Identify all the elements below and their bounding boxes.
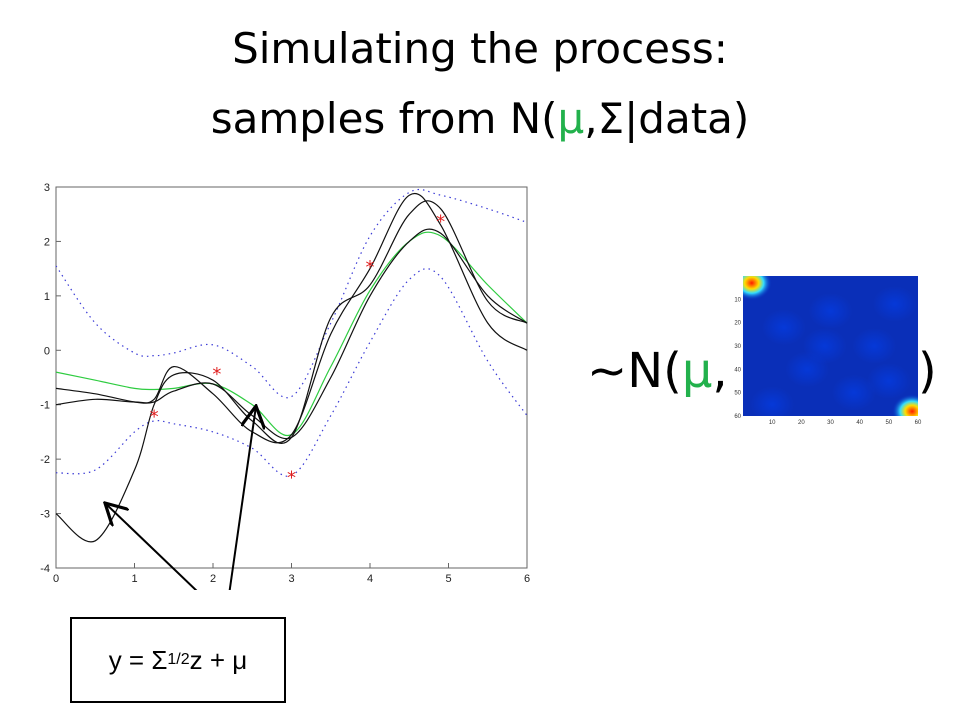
distribution-prefix: ~N(μ, xyxy=(587,343,728,399)
dist-mu: μ xyxy=(681,343,713,399)
heatmap-y-tick-label: 40 xyxy=(734,367,741,373)
title-mu: μ xyxy=(557,94,585,143)
y-tick-label: 0 xyxy=(44,345,50,357)
covariance-heatmap: 10 20 30 40 50 60 10 20 30 40 50 60 xyxy=(734,276,922,426)
x-tick-label: 5 xyxy=(445,573,451,585)
x-tick-label: 4 xyxy=(367,573,373,585)
slide-title-line1: Simulating the process: xyxy=(232,24,728,73)
annotation-arrow-1 xyxy=(105,503,198,590)
y-tick-label: 2 xyxy=(44,236,50,248)
heatmap-texture xyxy=(852,328,897,364)
dist-prefix-text: ~N( xyxy=(587,343,682,399)
dist-comma: , xyxy=(712,343,728,399)
observation-point: * xyxy=(366,257,375,278)
title-prefix: samples from N( xyxy=(210,94,558,143)
sample-curve xyxy=(55,200,528,543)
heatmap-texture xyxy=(866,363,911,399)
upper-band-curve xyxy=(55,188,528,399)
heatmap-hotspot xyxy=(743,276,772,300)
observation-point: * xyxy=(212,364,221,385)
y-tick-label: 1 xyxy=(44,291,50,303)
annotation-arrow-2 xyxy=(228,406,256,590)
equation-right: z + μ xyxy=(189,644,248,675)
plot-frame xyxy=(55,186,528,569)
observation-point: * xyxy=(287,468,296,489)
x-tick-label: 0 xyxy=(53,573,59,585)
observation-point: * xyxy=(436,212,445,233)
heatmap-x-tick-label: 40 xyxy=(856,420,863,426)
y-tick-label: -2 xyxy=(40,454,50,466)
title-suffix: ,Σ|data) xyxy=(584,94,750,143)
heatmap-y-tick-label: 50 xyxy=(734,391,741,397)
sample-curve xyxy=(55,192,528,444)
heatmap-texture xyxy=(750,386,795,416)
equation-left: y = Σ xyxy=(108,644,168,675)
x-tick-label: 6 xyxy=(524,573,530,585)
heatmap-hotspot xyxy=(892,394,918,416)
heatmap-y-tick-label: 20 xyxy=(734,321,741,327)
heatmap-x-tick-label: 20 xyxy=(798,420,805,426)
x-tick-label: 2 xyxy=(210,573,216,585)
heatmap-texture xyxy=(802,328,847,364)
equation-sup: 1/2 xyxy=(167,651,190,668)
heatmap-texture xyxy=(761,309,806,346)
x-tick-label: 1 xyxy=(131,573,137,585)
x-tick-label: 3 xyxy=(288,573,294,585)
heatmap-x-tick-label: 10 xyxy=(769,420,776,426)
mean-curve xyxy=(55,231,528,437)
y-tick-label: -3 xyxy=(40,509,50,521)
y-tick-label: 3 xyxy=(44,182,50,194)
gp-sample-plot: 0 1 2 3 4 5 6 -4 -3 -2 -1 0 1 2 3 * * * * * xyxy=(40,182,530,590)
slide-title-line2: samples from N(μ,Σ|data) xyxy=(0,94,960,143)
heatmap-texture xyxy=(808,293,853,329)
heatmap-y-tick-label: 60 xyxy=(734,414,741,420)
distribution-close: ) xyxy=(918,343,937,399)
y-tick-label: -1 xyxy=(40,400,50,412)
heatmap-x-tick-label: 30 xyxy=(827,420,834,426)
heatmap-x-tick-label: 50 xyxy=(885,420,892,426)
y-tick-label: -4 xyxy=(40,563,50,575)
sampling-equation: y = Σ 1/2 z + μ xyxy=(70,617,286,703)
heatmap-x-tick-label: 60 xyxy=(915,420,922,426)
observation-point: * xyxy=(150,407,159,428)
heatmap-y-tick-label: 30 xyxy=(734,344,741,350)
heatmap-y-tick-label: 10 xyxy=(734,297,741,303)
heatmap-texture xyxy=(831,374,876,411)
heatmap-texture xyxy=(872,286,917,322)
